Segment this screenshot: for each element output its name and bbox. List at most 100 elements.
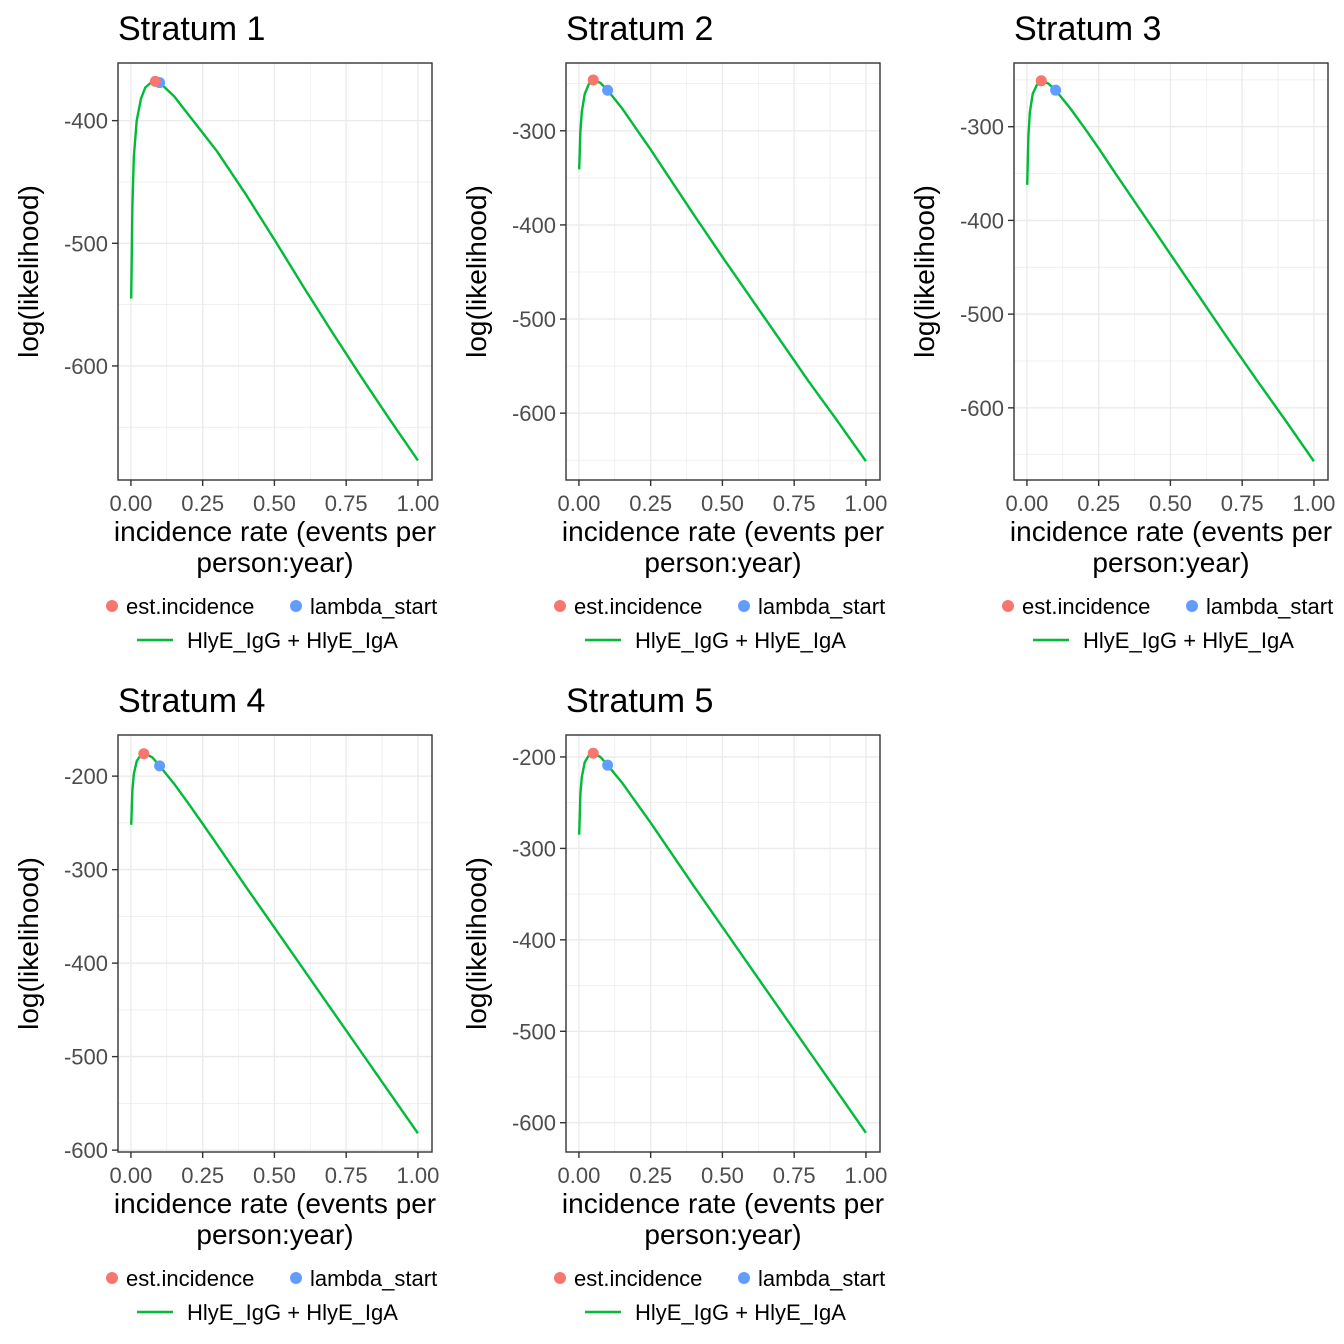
x-tick-label: 0.75 (325, 491, 368, 516)
panel-background (896, 0, 1344, 672)
x-tick-label: 1.00 (845, 1163, 888, 1188)
x-axis-title-box: incidence rate (events per person:year) (561, 516, 885, 578)
legend-label: HlyE_IgG + HlyE_IgA (1083, 628, 1294, 653)
est-incidence-point (149, 75, 161, 87)
x-tick-label: 1.00 (845, 491, 888, 516)
y-tick-label: -600 (512, 401, 556, 426)
legend: est.incidence HlyE_IgG + HlyE_IgA lambda_s… (554, 594, 885, 653)
x-tick-label: 0.75 (773, 491, 816, 516)
x-axis-title: incidence rate (events per person:year) (561, 516, 885, 578)
x-tick-label: 0.25 (181, 1163, 224, 1188)
lambda-start-point (602, 84, 614, 96)
legend-key-point (106, 1272, 118, 1284)
legend-label: est.incidence (574, 1266, 702, 1291)
lambda-start-point (1050, 84, 1062, 96)
y-tick-label: -400 (512, 928, 556, 953)
x-tick-label: 1.00 (397, 491, 440, 516)
x-axis-title-box: incidence rate (events per person:year) (114, 516, 436, 578)
legend-key-point (738, 600, 750, 612)
legend-key-point (106, 600, 118, 612)
legend-key-point (738, 1272, 750, 1284)
x-axis-title: incidence rate (events per person:year) (561, 1188, 885, 1250)
legend-key-point (554, 600, 566, 612)
panel-3: 0.00 0.25 0.50 0.75 1.00 -600 -500 -400 -300 Stra… (896, 0, 1344, 672)
legend: est.incidence HlyE_IgG + HlyE_IgA lambda_s… (554, 1266, 885, 1325)
y-axis-title: log(likelihood) (461, 185, 492, 358)
legend-label: lambda_start (1206, 594, 1333, 619)
legend-label: HlyE_IgG + HlyE_IgA (635, 628, 846, 653)
y-tick-label: -300 (512, 119, 556, 144)
panel-2: 0.00 0.25 0.50 0.75 1.00 -600 -500 -400 -300 Stra… (448, 0, 896, 672)
est-incidence-point (138, 748, 150, 760)
legend-key-point (290, 1272, 302, 1284)
x-tick-label: 0.00 (110, 1163, 153, 1188)
x-axis-title-box: incidence rate (events per person:year) (561, 1188, 885, 1250)
panel-background (448, 0, 896, 672)
legend-label: est.incidence (126, 1266, 254, 1291)
legend-key-point (290, 600, 302, 612)
y-axis-title: log(likelihood) (909, 185, 940, 358)
x-axis-title: incidence rate (events per person:year) (113, 1188, 437, 1250)
legend-key-point (1002, 600, 1014, 612)
likelihood-curve (130, 80, 419, 462)
panel-5: 0.00 0.25 0.50 0.75 1.00 -600 -500 -400 -300 -200… (448, 672, 896, 1344)
panel-background (0, 0, 448, 672)
y-axis-title: log(likelihood) (461, 857, 492, 1030)
legend-label: lambda_start (758, 1266, 885, 1291)
panel-title: Stratum 2 (566, 10, 713, 48)
y-tick-label: -600 (960, 396, 1004, 421)
panel-title: Stratum 5 (566, 682, 713, 720)
x-tick-label: 1.00 (397, 1163, 440, 1188)
likelihood-curve (130, 752, 419, 1134)
panel-title: Stratum 4 (118, 682, 265, 720)
panel-border (565, 734, 881, 1153)
x-tick-label: 0.00 (110, 491, 153, 516)
panel-background (0, 672, 448, 1344)
panel-border (117, 734, 433, 1153)
legend-label: lambda_start (310, 1266, 437, 1291)
likelihood-curve (578, 78, 867, 462)
panel-1: 0.00 0.25 0.50 0.75 1.00 -600 -500 -400 Stratum … (0, 0, 448, 672)
x-axis-title: incidence rate (events per person:year) (1009, 516, 1333, 578)
lambda-start-point (154, 760, 166, 772)
x-tick-label: 0.75 (325, 1163, 368, 1188)
y-tick-label: -600 (64, 1138, 108, 1163)
x-tick-label: 0.25 (629, 1163, 672, 1188)
est-incidence-point (587, 747, 599, 759)
legend-label: est.incidence (574, 594, 702, 619)
x-tick-label: 0.00 (1006, 491, 1049, 516)
legend-label: est.incidence (1022, 594, 1150, 619)
y-tick-label: -200 (512, 745, 556, 770)
y-tick-label: -500 (64, 1045, 108, 1070)
x-tick-label: 0.25 (1077, 491, 1120, 516)
y-tick-label: -600 (512, 1111, 556, 1136)
panel-border (117, 62, 433, 481)
legend-label: HlyE_IgG + HlyE_IgA (187, 628, 398, 653)
legend-label: est.incidence (126, 594, 254, 619)
legend-label: HlyE_IgG + HlyE_IgA (635, 1300, 846, 1325)
legend-key-point (1186, 600, 1198, 612)
x-tick-label: 0.50 (701, 491, 744, 516)
panel-background (448, 672, 896, 1344)
x-tick-label: 0.25 (629, 491, 672, 516)
y-tick-label: -400 (512, 213, 556, 238)
x-tick-label: 0.00 (558, 491, 601, 516)
y-tick-label: -300 (512, 836, 556, 861)
panel-title: Stratum 3 (1014, 10, 1161, 48)
y-axis-title: log(likelihood) (13, 857, 44, 1030)
y-tick-label: -600 (64, 354, 108, 379)
x-axis-title-box: incidence rate (events per person:year) (113, 1188, 437, 1250)
x-tick-label: 0.50 (1149, 491, 1192, 516)
est-incidence-point (587, 74, 599, 86)
x-tick-label: 0.00 (558, 1163, 601, 1188)
legend-label: HlyE_IgG + HlyE_IgA (187, 1300, 398, 1325)
y-tick-label: -400 (64, 951, 108, 976)
legend-label: lambda_start (310, 594, 437, 619)
y-tick-label: -300 (64, 858, 108, 883)
x-tick-label: 0.50 (253, 1163, 296, 1188)
panel-border (565, 62, 881, 481)
panel-4: 0.00 0.25 0.50 0.75 1.00 -600 -500 -400 -300 -200… (0, 672, 448, 1344)
y-tick-label: -400 (960, 208, 1004, 233)
x-tick-label: 0.75 (1221, 491, 1264, 516)
